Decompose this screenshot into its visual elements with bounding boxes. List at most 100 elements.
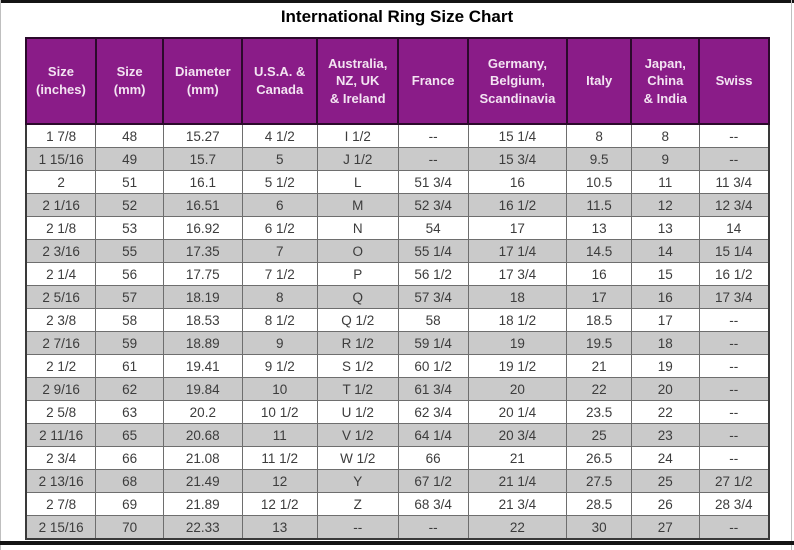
table-cell: 11 3/4 xyxy=(698,170,770,194)
table-cell: 52 3/4 xyxy=(397,193,469,217)
table-cell: 21 1/4 xyxy=(467,469,568,493)
table-cell: 62 xyxy=(95,377,164,401)
table-cell: 15 1/4 xyxy=(467,123,568,148)
table-cell: -- xyxy=(698,423,770,447)
table-row: 2 5/16 57 18.19 8 Q 57 3/4 18 17 16 17 3/4 xyxy=(25,285,770,309)
table-row: 1 7/8 48 15.27 4 1/2 I 1/2 -- 15 1/4 8 8 -- xyxy=(25,123,770,148)
table-cell: 13 xyxy=(566,216,632,240)
table-cell: 26.5 xyxy=(566,446,632,470)
table-cell: 16 xyxy=(467,170,568,194)
table-cell: 21 xyxy=(566,354,632,378)
table-cell: 19.5 xyxy=(566,331,632,355)
table-cell: 13 xyxy=(630,216,700,240)
table-cell: 55 1/4 xyxy=(397,239,469,263)
table-cell: 2 3/16 xyxy=(25,239,97,263)
table-cell: 27.5 xyxy=(566,469,632,493)
table-cell: 19.84 xyxy=(162,377,243,401)
table-cell: 59 1/4 xyxy=(397,331,469,355)
table-cell: 61 xyxy=(95,354,164,378)
table-cell: 15.7 xyxy=(162,147,243,171)
table-cell: 14.5 xyxy=(566,239,632,263)
table-cell: 54 xyxy=(397,216,469,240)
table-cell: 64 1/4 xyxy=(397,423,469,447)
table-cell: 14 xyxy=(630,239,700,263)
table-cell: 61 3/4 xyxy=(397,377,469,401)
table-row: 2 1/16 52 16.51 6 M 52 3/4 16 1/2 11.5 12 12 3/4 xyxy=(25,193,770,217)
table-cell: 60 1/2 xyxy=(397,354,469,378)
column-header: Australia, NZ, UK & Ireland xyxy=(316,37,400,125)
table-cell: 56 xyxy=(95,262,164,286)
table-cell: 15.27 xyxy=(162,123,243,148)
table-cell: 8 xyxy=(630,123,700,148)
table-cell: 12 3/4 xyxy=(698,193,770,217)
table-cell: 2 7/16 xyxy=(25,331,97,355)
table-cell: 20.68 xyxy=(162,423,243,447)
ring-size-table: Size (inches) Size (mm) Diameter (mm) U.S.A… xyxy=(25,37,770,540)
table-cell: V 1/2 xyxy=(316,423,399,447)
table-cell: 52 xyxy=(95,193,164,217)
table-cell: 8 xyxy=(566,123,632,148)
table-cell: 2 5/16 xyxy=(25,285,97,309)
table-cell: 62 3/4 xyxy=(397,400,469,424)
table-cell: 2 1/8 xyxy=(25,216,97,240)
table-cell: 58 xyxy=(397,308,469,332)
table-cell: 70 xyxy=(95,515,164,540)
table-cell: 6 xyxy=(241,193,318,217)
table-cell: 26 xyxy=(630,492,700,516)
table-cell: P xyxy=(316,262,399,286)
table-cell: 18.53 xyxy=(162,308,243,332)
table-cell: 20.2 xyxy=(162,400,243,424)
table-cell: 9.5 xyxy=(566,147,632,171)
table-cell: 56 1/2 xyxy=(397,262,469,286)
table-cell: 69 xyxy=(95,492,164,516)
table-cell: 2 15/16 xyxy=(25,515,97,540)
column-header: Size (mm) xyxy=(94,37,165,125)
table-cell: Q xyxy=(316,285,399,309)
table-cell: 25 xyxy=(566,423,632,447)
table-cell: 9 1/2 xyxy=(241,354,318,378)
table-cell: 16.92 xyxy=(162,216,243,240)
table-cell: 18.19 xyxy=(162,285,243,309)
table-cell: 14 xyxy=(698,216,770,240)
table-cell: 17 xyxy=(566,285,632,309)
table-cell: 19 xyxy=(630,354,700,378)
table-cell: M xyxy=(316,193,399,217)
table-cell: 13 xyxy=(241,515,318,540)
table-cell: 63 xyxy=(95,400,164,424)
table-cell: 2 1/2 xyxy=(25,354,97,378)
table-cell: 20 xyxy=(630,377,700,401)
table-cell: 2 11/16 xyxy=(25,423,97,447)
table-cell: -- xyxy=(397,147,469,171)
table-cell: 17.75 xyxy=(162,262,243,286)
table-cell: -- xyxy=(698,147,770,171)
table-cell: 2 9/16 xyxy=(25,377,97,401)
table-cell: 1 7/8 xyxy=(25,123,97,148)
table-cell: 17 1/4 xyxy=(467,239,568,263)
table-cell: 51 3/4 xyxy=(397,170,469,194)
table-cell: 59 xyxy=(95,331,164,355)
table-cell: -- xyxy=(698,308,770,332)
table-cell: 58 xyxy=(95,308,164,332)
column-header: Germany, Belgium, Scandinavia xyxy=(467,37,568,125)
table-cell: 18 xyxy=(467,285,568,309)
table-row: 2 1/2 61 19.41 9 1/2 S 1/2 60 1/2 19 1/2 21 19 -- xyxy=(25,354,770,378)
table-cell: W 1/2 xyxy=(316,446,399,470)
table-cell: 20 xyxy=(467,377,568,401)
table-cell: J 1/2 xyxy=(316,147,399,171)
table-cell: 27 xyxy=(630,515,700,540)
table-row: 2 7/8 69 21.89 12 1/2 Z 68 3/4 21 3/4 28.5 26 28 … xyxy=(25,492,770,516)
table-cell: 66 xyxy=(397,446,469,470)
table-cell: -- xyxy=(397,515,469,540)
table-cell: I 1/2 xyxy=(316,123,399,148)
table-cell: 11.5 xyxy=(566,193,632,217)
table-cell: 67 1/2 xyxy=(397,469,469,493)
table-cell: 12 1/2 xyxy=(241,492,318,516)
table-cell: 57 xyxy=(95,285,164,309)
table-cell: 10 xyxy=(241,377,318,401)
table-cell: T 1/2 xyxy=(316,377,399,401)
table-cell: 21.08 xyxy=(162,446,243,470)
column-header: France xyxy=(397,37,470,125)
table-cell: 17.35 xyxy=(162,239,243,263)
bottom-border-rule xyxy=(0,541,794,545)
table-cell: 22 xyxy=(630,400,700,424)
